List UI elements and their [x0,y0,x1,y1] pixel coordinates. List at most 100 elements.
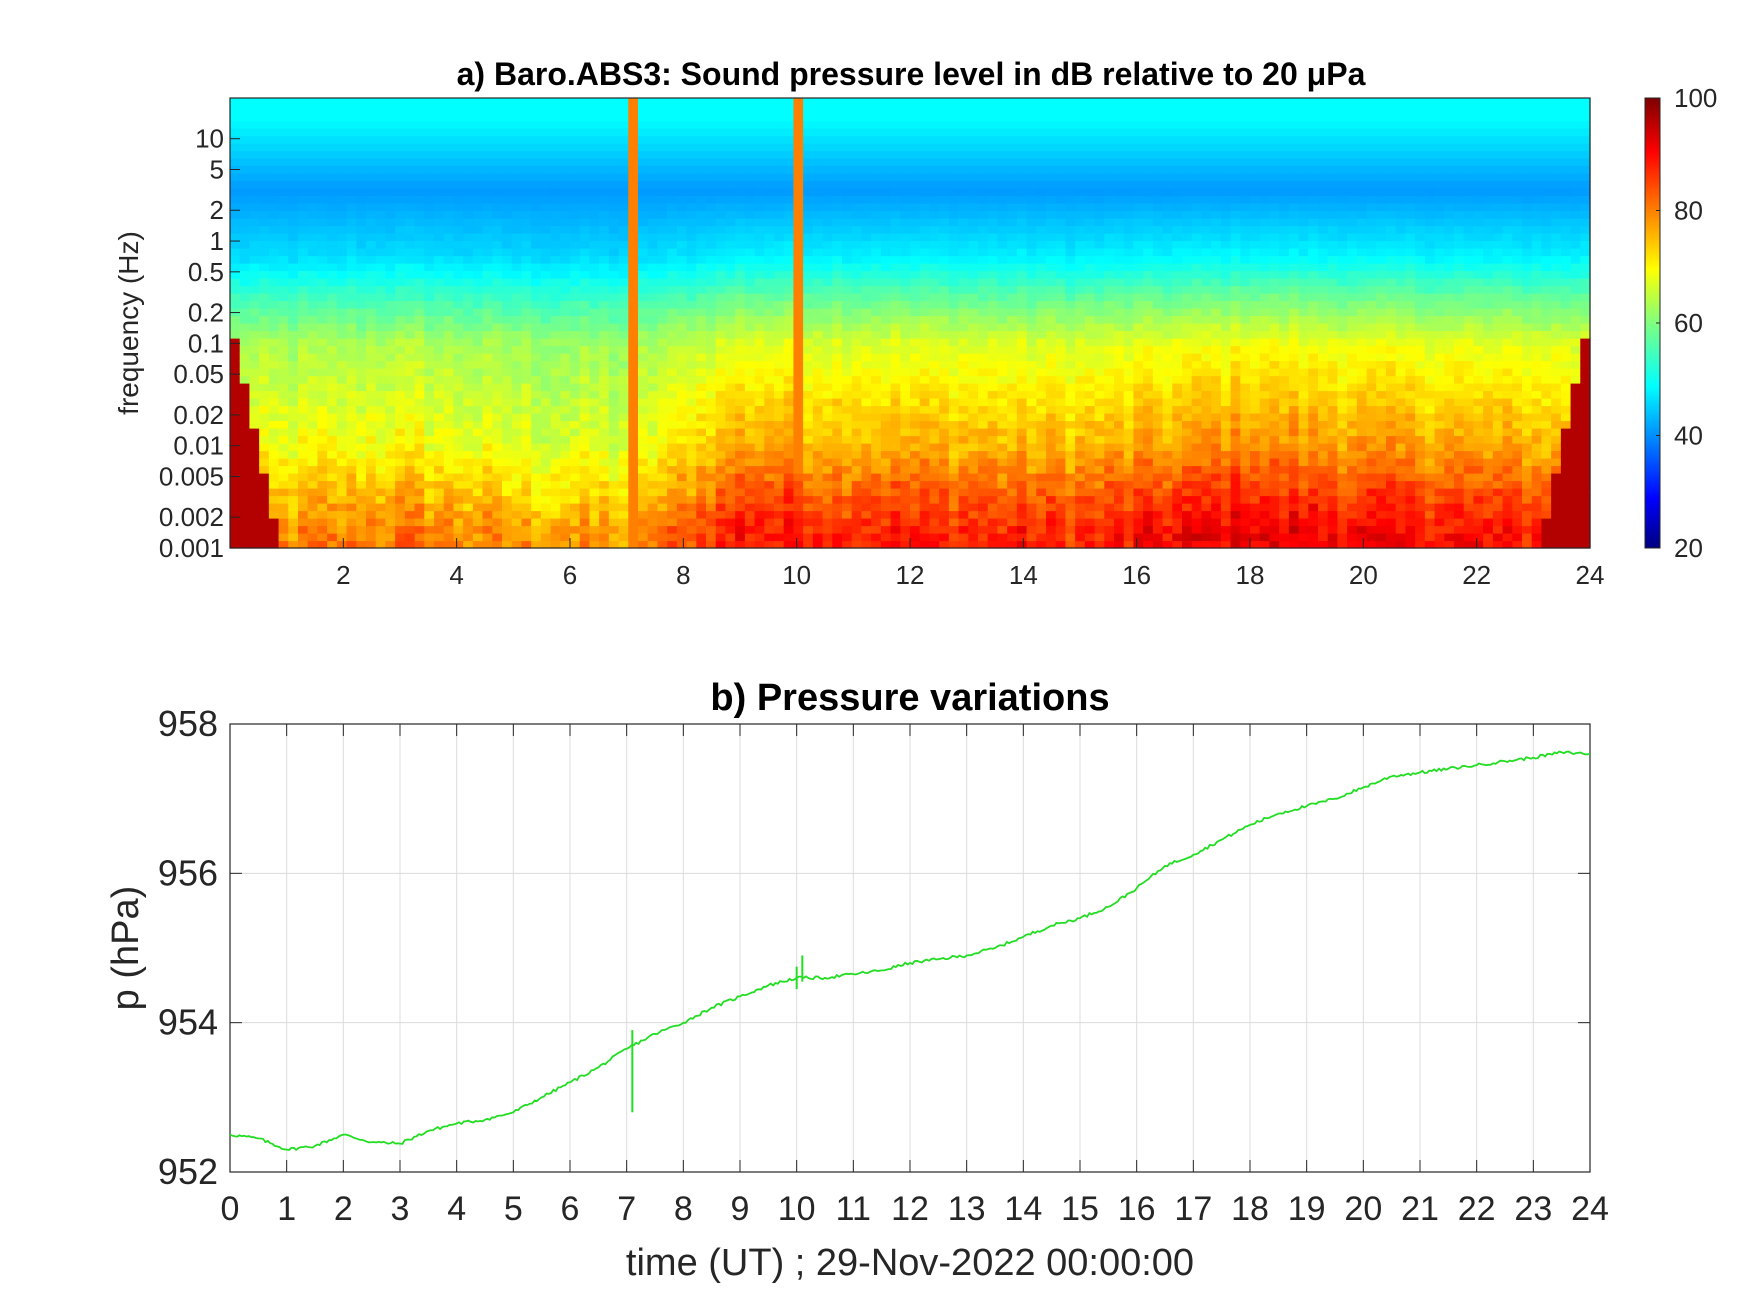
spectrogram-cell [832,225,843,234]
spectrogram-cell [910,195,921,204]
spectrogram-cell [910,135,921,144]
spectrogram-cell [531,525,542,534]
spectrogram-cell [939,105,950,114]
spectrogram-cell [715,473,727,482]
spectrogram-cell [259,270,270,279]
spectrogram-cell [764,480,775,489]
spectrogram-cell [744,128,756,137]
spectrogram-cell [307,510,319,519]
spectrogram-cell [511,428,523,437]
spectrogram-cell [832,248,843,257]
spectrogram-cell [880,398,892,407]
spectrogram-cell [667,428,678,437]
spectrogram-cell [375,278,387,287]
spectrogram-cell [997,375,1008,384]
spectrogram-cell [599,180,610,189]
spectrogram-cell [1007,435,1018,444]
spectrogram-cell [706,323,717,332]
spectrogram-cell [608,428,620,437]
spectrogram-cell [822,360,833,369]
spectrogram-cell [842,488,853,497]
spectrogram-cell [744,300,756,309]
spectrogram-cell [861,405,872,414]
spectrogram-cell [744,98,756,107]
spectrogram-cell [414,413,425,422]
spectrogram-cell [647,435,659,444]
spectrogram-cell [647,488,659,497]
spectrogram-cell [987,503,999,512]
spectrogram-cell [259,525,270,534]
spectrogram-cell [696,360,707,369]
spectrogram-cell [832,278,843,287]
spectrogram-cell [754,525,765,534]
spectrogram-cell [968,195,979,204]
spectrogram-cell [696,495,707,504]
spectrogram-cell [1026,390,1037,399]
spectrogram-cell [783,285,795,294]
spectrogram-cell [997,150,1008,159]
spectrogram-cell [336,338,348,347]
spectrogram-cell [230,270,241,279]
spectrogram-cell [414,293,425,302]
spectrogram-cell [550,405,561,414]
spectrogram-cell [288,480,299,489]
spectrogram-cell [764,390,775,399]
spectrogram-cell [307,225,319,234]
spectrogram-cell [987,495,999,504]
spectrogram-cell [230,128,241,137]
spectrogram-cell [327,353,338,362]
spectrogram-cell [1026,413,1037,422]
spectrogram-cell [842,150,853,159]
spectrogram-cell [336,375,348,384]
spectrogram-cell [793,435,804,444]
spectrogram-cell [327,450,338,459]
spectrogram-cell [628,165,639,174]
spectrogram-cell [871,345,882,354]
spectrogram-cell [764,293,775,302]
spectrogram-cell [288,458,299,467]
spectrogram-cell [987,315,999,324]
spectrogram-cell [511,503,523,512]
spectrogram-cell [560,473,571,482]
spectrogram-cell [239,540,251,549]
spectrogram-cell [268,113,280,122]
spectrogram-cell [589,465,600,474]
spectrogram-cell [492,525,503,534]
spectrogram-cell [657,383,668,392]
spectrogram-cell [230,263,241,272]
spectrogram-cell [715,443,727,452]
spectrogram-cell [997,203,1008,212]
spectrogram-cell [1026,143,1037,152]
spectrogram-cell [230,315,241,324]
spectrogram-cell [239,420,251,429]
spectrogram-cell [647,135,659,144]
spectrogram-cell [463,158,474,167]
spectrogram-cell [395,375,406,384]
spectrogram-cell [336,360,348,369]
spectrogram-cell [278,225,289,234]
spectrogram-cell [589,540,600,549]
spectrogram-cell [861,495,872,504]
spectrogram-cell [570,345,581,354]
spectrogram-cell [910,188,921,197]
spectrogram-cell [434,315,445,324]
spectrogram-cell [434,233,445,242]
spectrogram-cell [657,195,668,204]
spectrogram-cell [463,300,474,309]
spectrogram-cell [822,435,833,444]
spectrogram-cell [502,518,513,527]
spectrogram-cell [346,353,357,362]
spectrogram-cell [968,473,979,482]
spectrogram-cell [560,300,571,309]
spectrogram-cell [531,465,542,474]
spectrogram-cell [900,173,911,182]
spectrogram-cell [463,278,474,287]
spectrogram-cell [638,503,649,512]
spectrogram-cell [978,315,989,324]
spectrogram-cell [249,158,260,167]
spectrogram-cell [939,315,950,324]
spectrogram-cell [492,353,503,362]
spectrogram-cell [725,180,736,189]
spectrogram-cell [579,225,591,234]
spectrogram-cell [249,413,260,422]
